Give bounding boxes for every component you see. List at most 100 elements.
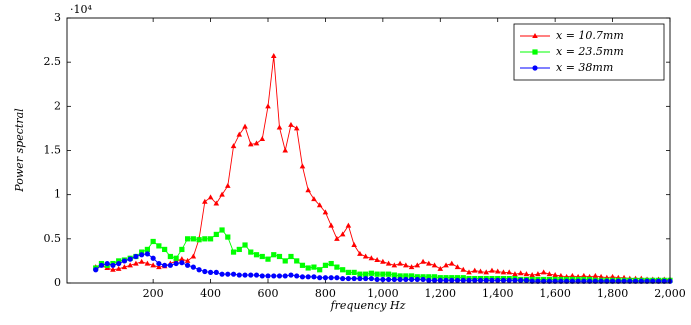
marker [397,276,403,283]
marker [282,147,289,153]
marker [581,278,587,284]
marker [351,269,357,275]
marker [345,269,351,275]
marker [340,275,346,282]
marker [494,268,501,274]
marker [247,141,254,147]
marker [305,274,311,280]
marker [334,235,340,241]
marker [179,256,185,262]
marker [139,249,145,255]
marker [213,269,219,275]
marker [328,260,334,267]
marker [518,277,524,283]
marker [133,260,139,266]
marker [293,125,300,131]
marker [144,246,150,253]
marker [173,260,179,267]
marker [655,278,662,284]
marker [368,270,374,276]
x-axis-label: frequency Hz [330,299,406,312]
marker [385,260,392,266]
marker [242,272,248,278]
marker [311,274,317,280]
marker [558,272,564,278]
y-tick-label: 1.5 [44,144,62,157]
marker [529,272,535,278]
marker [190,264,196,270]
marker [391,262,398,268]
marker [540,269,547,275]
marker [408,264,415,270]
marker [207,194,214,200]
marker [162,262,168,268]
marker [374,276,380,283]
marker [225,234,231,240]
y-tick-label: 3 [54,11,61,24]
marker [213,200,220,206]
marker [311,264,317,270]
marker [420,276,426,283]
marker [276,253,283,260]
marker [517,270,524,276]
marker [253,140,260,146]
marker [448,260,455,266]
marker [426,277,432,283]
marker [609,273,616,279]
marker [380,276,386,283]
marker [483,277,489,283]
x-tick-label: 600 [258,287,279,300]
marker [225,182,231,188]
marker [299,163,306,169]
marker [403,262,409,268]
marker [253,272,260,278]
marker [552,272,558,278]
marker [115,265,122,271]
marker [466,277,472,283]
marker [299,274,306,280]
marker [397,260,403,266]
marker [621,278,627,284]
marker [248,249,254,255]
marker [328,222,334,228]
marker [546,278,553,284]
marker [317,267,323,273]
marker [259,273,265,279]
marker [144,251,150,257]
marker [357,250,363,256]
marker [288,121,294,127]
marker [644,278,650,284]
marker [121,258,128,264]
marker [357,271,363,277]
marker [506,269,512,275]
marker [431,262,438,268]
marker [305,187,311,193]
marker [167,262,173,268]
marker [532,49,538,55]
marker [345,222,352,228]
legend-label: x = 10.7mm [556,29,624,42]
marker [443,262,449,268]
marker [414,274,420,280]
y-tick-label: 1 [54,188,61,201]
marker [437,275,443,281]
marker [529,278,535,284]
marker [334,275,340,281]
marker [368,275,374,282]
marker [391,272,397,278]
marker [512,277,518,283]
marker [167,253,173,260]
marker [311,196,317,202]
marker [150,262,156,268]
marker [190,236,196,242]
marker [495,277,501,283]
marker [466,269,472,275]
marker [93,267,99,273]
marker [202,198,208,204]
marker [259,136,266,142]
marker [541,278,547,284]
marker [156,264,162,270]
marker [173,255,179,261]
marker [328,275,334,281]
marker [403,273,409,279]
